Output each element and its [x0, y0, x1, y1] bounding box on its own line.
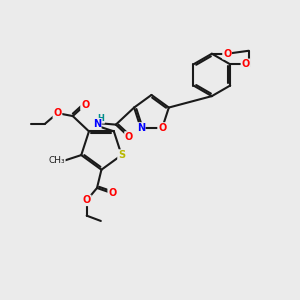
Text: O: O: [242, 59, 250, 69]
Text: O: O: [82, 195, 91, 205]
Text: O: O: [125, 132, 133, 142]
Text: O: O: [81, 100, 89, 110]
Text: N: N: [93, 119, 101, 129]
Text: CH₃: CH₃: [49, 156, 65, 165]
Text: S: S: [118, 150, 125, 160]
Text: O: O: [158, 123, 166, 133]
Text: H: H: [98, 114, 104, 123]
Text: O: O: [53, 108, 62, 118]
Text: N: N: [137, 123, 145, 133]
Text: O: O: [108, 188, 116, 198]
Text: O: O: [223, 49, 231, 59]
